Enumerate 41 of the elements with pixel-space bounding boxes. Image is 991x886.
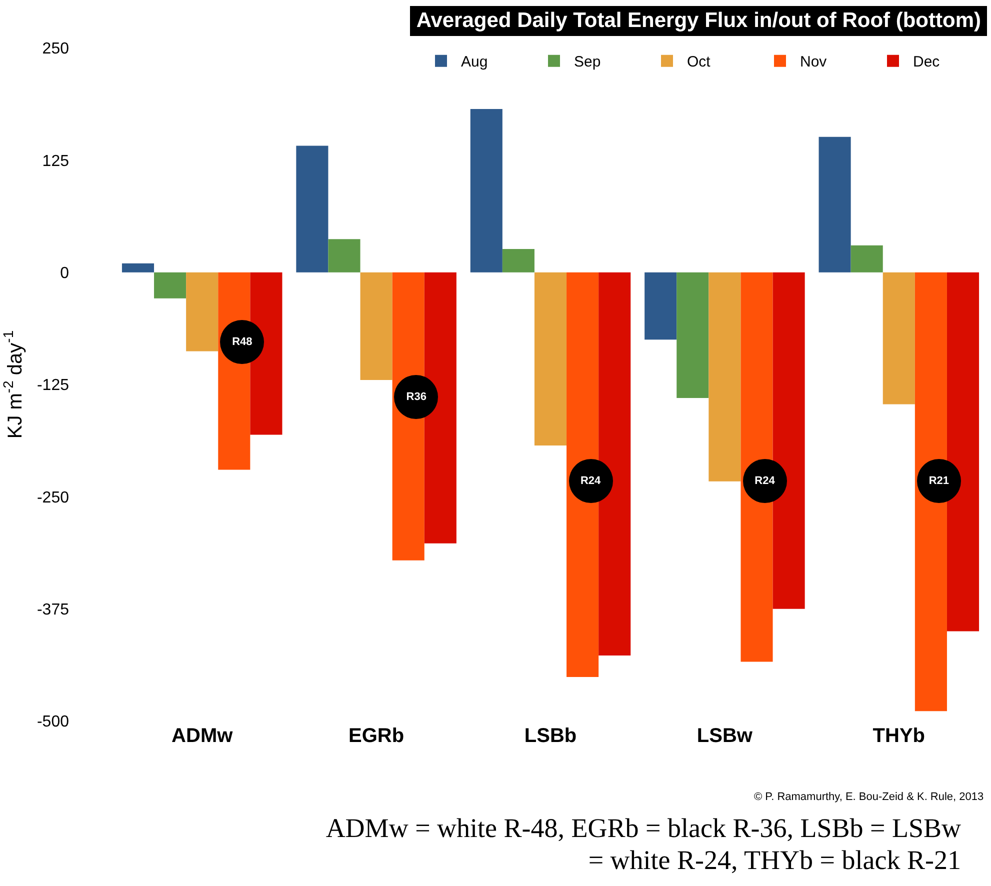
bar [566, 272, 599, 678]
y-tick-label: -375 [36, 601, 70, 618]
y-tick-label: 250 [42, 40, 70, 58]
bar [708, 272, 741, 482]
x-tick-label: LSBb [524, 725, 577, 747]
bar [154, 272, 186, 298]
bar [818, 136, 851, 272]
bar [360, 272, 392, 380]
bar [740, 272, 773, 662]
y-tick-label: 125 [42, 152, 70, 170]
x-tick-label: ADMw [172, 725, 234, 747]
bar [534, 272, 567, 446]
bar [186, 272, 218, 352]
legend-label: Dec [913, 54, 940, 71]
y-tick-label: -250 [36, 489, 70, 506]
x-tick-label: EGRb [348, 725, 404, 747]
bar [850, 245, 883, 272]
text: ADMw = white R-48, EGRb = black R-36, LSBb = LSBw = white R-24, THYb = black R-21 [324, 812, 961, 876]
bar [122, 263, 154, 272]
bar [644, 272, 677, 340]
chart-title: Averaged Daily Total Energy Flux in/out of Roof (bottom) [410, 6, 987, 36]
bar [676, 272, 709, 398]
text: © P. Ramamurthy, E. Bou-Zeid & K. Rule, 2013 [754, 791, 984, 803]
x-tick-label: THYb [872, 725, 926, 747]
bar [882, 272, 915, 404]
y-tick-label: -125 [36, 377, 70, 394]
legend-label: Aug [461, 54, 488, 71]
y-tick-label: -500 [36, 714, 70, 731]
bar [470, 109, 502, 272]
bar [328, 239, 360, 272]
x-tick-label: LSBw [696, 725, 753, 747]
bar [914, 272, 947, 712]
bar [296, 146, 328, 272]
bar [424, 272, 456, 544]
bar [502, 249, 534, 272]
bar [598, 272, 631, 656]
legend-label: Nov [800, 54, 828, 71]
legend-label: Sep [574, 54, 601, 71]
bar [250, 272, 282, 435]
y-tick-label: 0 [60, 264, 70, 282]
legend-label: Oct [687, 54, 712, 71]
